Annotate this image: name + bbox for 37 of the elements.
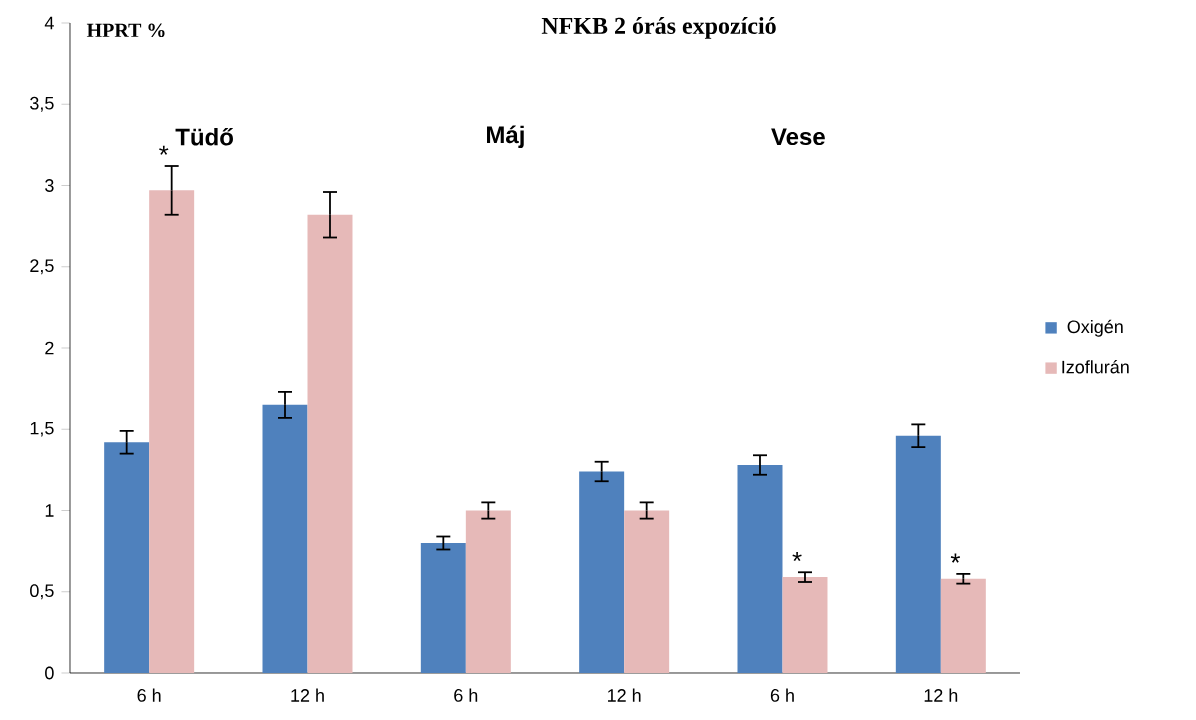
annotation: * bbox=[950, 553, 961, 563]
annotation: * bbox=[792, 551, 802, 562]
y-tick-label: 1 bbox=[45, 504, 54, 517]
y-tick-label: 4 bbox=[44, 16, 54, 30]
bar bbox=[737, 465, 783, 673]
bar bbox=[782, 577, 828, 673]
y-tick-label: 3 bbox=[45, 179, 54, 192]
legend-label: Oxigén bbox=[1067, 319, 1123, 337]
bar bbox=[262, 404, 308, 673]
bar bbox=[465, 510, 511, 673]
bar bbox=[104, 442, 150, 673]
x-tick-label: 6 h bbox=[770, 688, 794, 702]
bar bbox=[940, 578, 986, 673]
y-tick-label: 1,5 bbox=[30, 421, 54, 437]
bar bbox=[895, 435, 941, 673]
y-tick-label: 3,5 bbox=[30, 96, 54, 112]
x-tick-label: 12 h bbox=[291, 688, 324, 702]
bar bbox=[579, 471, 625, 673]
y-tick-label: 0 bbox=[45, 666, 54, 680]
x-tick-label: 6 h bbox=[137, 688, 161, 702]
annotation: Máj bbox=[487, 125, 524, 149]
x-tick-label: 6 h bbox=[454, 688, 478, 702]
y-tick-label: 0,5 bbox=[30, 584, 54, 600]
annotation: Vese bbox=[771, 128, 825, 146]
bar bbox=[149, 190, 195, 673]
y-axis-title: HPRT % bbox=[86, 23, 165, 38]
y-tick-label: 2,5 bbox=[30, 259, 54, 275]
bar bbox=[307, 214, 353, 673]
bar bbox=[420, 543, 466, 673]
annotation: Tüdő bbox=[175, 127, 233, 146]
x-tick-label: 12 h bbox=[924, 688, 958, 702]
x-tick-label: 12 h bbox=[608, 688, 641, 702]
legend-label: Izoflurán bbox=[1062, 359, 1129, 374]
annotation: * bbox=[159, 145, 169, 155]
chart-title: NFKB 2 órás expozíció bbox=[541, 17, 776, 39]
y-tick-label: 2 bbox=[45, 341, 54, 355]
bar bbox=[624, 510, 670, 673]
